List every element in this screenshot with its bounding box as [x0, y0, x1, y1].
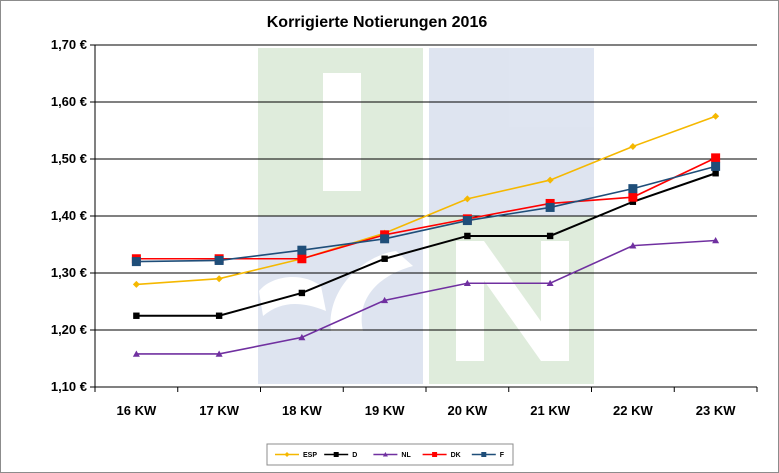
data-point-d [298, 289, 306, 297]
legend-label-esp: ESP [303, 452, 317, 459]
data-point-f [545, 202, 555, 212]
legend-item-nl: NL [373, 452, 411, 459]
legend-label-d: D [352, 452, 357, 459]
data-point-esp [629, 142, 637, 150]
x-tick-label: 18 KW [282, 403, 322, 418]
legend-item-esp: ESP [275, 452, 317, 459]
y-tick-label: 1,60 € [51, 94, 87, 109]
y-tick-label: 1,20 € [51, 322, 87, 337]
data-point-f [214, 255, 224, 265]
data-point-dk [628, 192, 638, 202]
data-point-d [464, 232, 471, 240]
x-tick-label: 20 KW [448, 403, 488, 418]
data-point-nl [546, 279, 554, 287]
y-tick-label: 1,30 € [51, 265, 87, 280]
data-point-nl [132, 350, 140, 357]
x-tick-label: 16 KW [117, 403, 157, 418]
x-tick-label: 21 KW [530, 403, 570, 418]
legend-item-d: D [324, 452, 357, 459]
series-line-nl [136, 239, 716, 355]
data-point-d [133, 312, 140, 319]
data-point-esp [132, 280, 140, 288]
series-line-f [136, 165, 716, 263]
series-f [131, 161, 721, 267]
data-point-nl [629, 242, 637, 249]
series-d [133, 170, 719, 319]
legend-item-dk: DK [422, 452, 461, 459]
data-point-d [629, 198, 637, 205]
legend-swatch-marker-esp [284, 452, 290, 457]
x-tick-label: 22 KW [613, 403, 653, 418]
data-point-d [712, 170, 719, 177]
legend-swatch-marker-nl [382, 452, 388, 457]
x-tick-label: 23 KW [696, 403, 736, 418]
data-point-f [131, 257, 141, 267]
y-tick-label: 1,50 € [51, 151, 87, 166]
x-tick-label: 17 KW [199, 403, 239, 418]
data-point-nl [712, 237, 720, 244]
y-tick-label: 1,40 € [51, 208, 87, 223]
y-tick-label: 1,70 € [51, 37, 87, 52]
legend-label-f: F [500, 452, 505, 459]
data-point-nl [463, 279, 471, 287]
data-point-dk [711, 153, 721, 163]
data-point-esp [712, 112, 720, 120]
series-line-esp [136, 115, 716, 286]
data-point-nl [298, 333, 306, 341]
legend-label-nl: NL [401, 452, 411, 459]
data-point-d [381, 255, 388, 262]
series-nl [132, 237, 720, 357]
data-point-f [297, 245, 307, 255]
y-tick-label: 1,10 € [51, 379, 87, 394]
data-point-f [711, 161, 721, 171]
data-point-nl [215, 350, 223, 357]
data-point-d [546, 232, 554, 240]
series-line-dk [136, 157, 716, 260]
data-point-f [380, 234, 390, 244]
x-tick-label: 19 KW [365, 403, 405, 418]
legend-item-f: F [471, 452, 505, 459]
data-point-d [215, 312, 223, 319]
legend-swatch-marker-dk [432, 452, 438, 457]
legend-swatch-marker-d [333, 452, 339, 457]
data-point-f [462, 216, 472, 226]
legend-label-dk: DK [451, 452, 461, 459]
data-point-f [628, 184, 638, 194]
data-point-esp [546, 176, 554, 184]
data-point-esp [215, 275, 223, 283]
data-point-dk [297, 254, 307, 264]
data-point-nl [381, 296, 389, 304]
data-point-esp [463, 195, 471, 203]
legend-swatch-marker-f [481, 452, 487, 457]
series-line-d [136, 172, 716, 317]
chart-title: Korrigierte Notierungen 2016 [267, 14, 488, 31]
isn-watermark-logo [258, 48, 594, 384]
